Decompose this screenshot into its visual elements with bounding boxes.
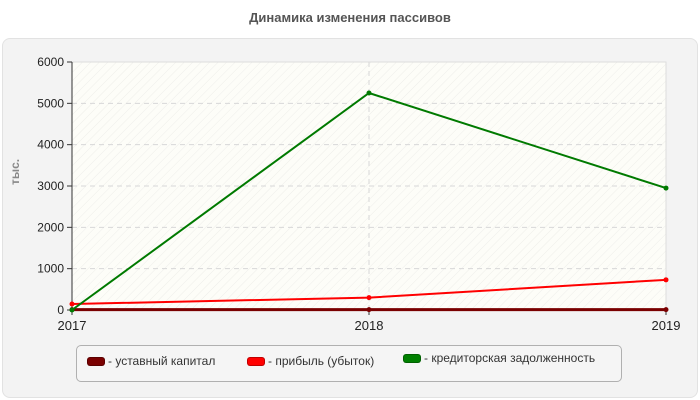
legend-swatch-icon (87, 356, 105, 366)
legend-item-capital[interactable]: - уставный капитал (87, 354, 215, 368)
chart-legend: - уставный капитал - прибыль (убыток) - … (76, 345, 622, 382)
x-tick-label: 2019 (652, 318, 681, 333)
y-tick-label: 2000 (37, 220, 64, 234)
legend-item-profit[interactable]: - прибыль (убыток) (247, 354, 374, 368)
y-tick-label: 3000 (37, 179, 64, 193)
x-tick-label: 2018 (355, 318, 384, 333)
chart-title: Динамика изменения пассивов (249, 10, 451, 25)
y-axis-label: тыс. (8, 158, 22, 185)
legend-label: - уставный капитал (108, 354, 216, 368)
data-point[interactable] (69, 301, 75, 307)
data-point[interactable] (663, 185, 669, 191)
data-point[interactable] (69, 307, 75, 313)
y-tick-label: 6000 (37, 55, 64, 69)
y-tick-label: 4000 (37, 138, 64, 152)
data-point[interactable] (663, 277, 669, 283)
data-point[interactable] (366, 90, 372, 96)
legend-item-payables[interactable]: - кредиторская задолженность (403, 351, 595, 365)
y-tick-label: 1000 (37, 262, 64, 276)
legend-label: - прибыль (убыток) (268, 354, 375, 368)
legend-swatch-icon (403, 353, 421, 363)
y-tick-label: 0 (57, 303, 64, 317)
data-point[interactable] (366, 295, 372, 301)
x-tick-label: 2017 (58, 318, 87, 333)
legend-label: - кредиторская задолженность (424, 351, 596, 365)
data-point[interactable] (366, 307, 372, 313)
data-point[interactable] (663, 307, 669, 313)
y-tick-label: 5000 (37, 96, 64, 110)
legend-swatch-icon (247, 356, 265, 366)
